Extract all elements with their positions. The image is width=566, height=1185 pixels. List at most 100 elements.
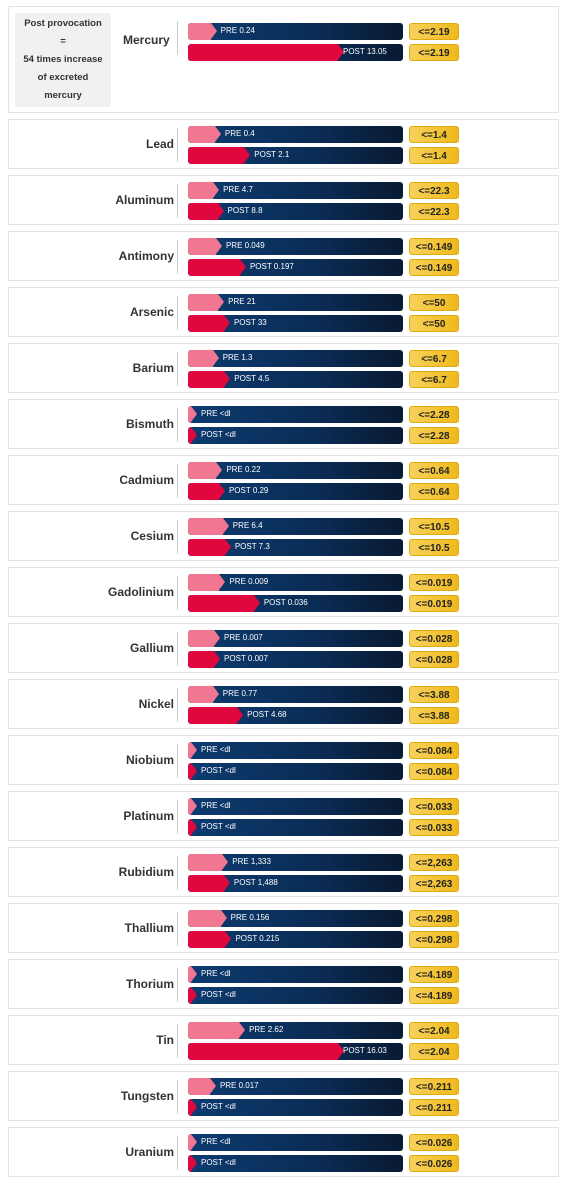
reference-range: <=0.211	[409, 1078, 459, 1095]
element-row-gallium: Gallium PRE 0.007 <=0.028 POST 0.007 <=0.028	[8, 623, 559, 673]
post-bar-tip	[225, 931, 232, 947]
post-value-label: POST 1,488	[233, 878, 278, 887]
reference-range: <=2.28	[409, 427, 459, 444]
reference-range: <=0.64	[409, 462, 459, 479]
post-bar-track: POST 0.197	[188, 259, 403, 276]
pre-bar-tip	[213, 182, 220, 198]
separator	[177, 632, 178, 666]
reference-range: <=3.88	[409, 686, 459, 703]
element-row-niobium: Niobium PRE <dl <=0.084 POST <dl <=0.084	[8, 735, 559, 785]
pre-bar-tip	[191, 1134, 197, 1150]
post-bar	[188, 595, 254, 612]
reference-range: <=1.4	[409, 126, 459, 143]
pre-bar-track: PRE 4.7	[188, 182, 403, 199]
separator	[177, 296, 178, 330]
pre-bar	[188, 798, 191, 815]
reference-range: <=22.3	[409, 203, 459, 220]
pre-value-label: PRE 6.4	[232, 521, 263, 530]
post-bar-track: POST 33	[188, 315, 403, 332]
pre-bar-tip	[191, 798, 197, 814]
element-name: Uranium	[125, 1145, 174, 1159]
element-name: Gallium	[129, 641, 174, 655]
pre-bar-track: PRE 0.77	[188, 686, 403, 703]
element-name: Mercury	[123, 33, 170, 47]
separator	[177, 1024, 178, 1058]
reference-range: <=0.084	[409, 763, 459, 780]
pre-value-label: PRE <dl	[201, 409, 231, 418]
reference-range: <=0.149	[409, 238, 459, 255]
post-value-label: POST 16.03	[343, 1046, 387, 1055]
pre-bar-tip	[220, 910, 227, 926]
element-name: Thorium	[126, 977, 174, 991]
pre-bar-tip	[191, 406, 197, 422]
pre-value-label: PRE 4.7	[223, 185, 253, 194]
post-bar-track: POST 1,488	[188, 875, 403, 892]
post-value-label: POST 13.05	[343, 47, 387, 56]
post-value-label: POST <dl	[201, 990, 236, 999]
separator	[177, 968, 178, 1002]
post-value-label: POST 4.68	[247, 710, 287, 719]
post-bar-tip	[237, 707, 244, 723]
post-bar-track: POST 0.29	[188, 483, 403, 500]
post-bar-tip	[239, 259, 246, 275]
separator	[177, 912, 178, 946]
note-line: =	[60, 36, 66, 47]
element-row-bismuth: Bismuth PRE <dl <=2.28 POST <dl <=2.28	[8, 399, 559, 449]
pre-value-label: PRE 0.4	[224, 129, 255, 138]
post-bar	[188, 1155, 191, 1172]
post-value-label: POST 0.215	[235, 934, 280, 943]
element-row-aluminum: Aluminum PRE 4.7 <=22.3 POST 8.8 <=22.3	[8, 175, 559, 225]
pre-value-label: PRE 1.3	[222, 353, 253, 362]
pre-value-label: PRE <dl	[201, 745, 231, 754]
post-bar-tip	[217, 203, 224, 219]
reference-range: <=6.7	[409, 350, 459, 367]
post-bar-track: POST 0.036	[188, 595, 403, 612]
pre-bar-track: PRE 1.3	[188, 350, 403, 367]
post-bar	[188, 931, 226, 948]
post-bar	[188, 1099, 191, 1116]
post-bar	[188, 259, 240, 276]
pre-bar	[188, 1078, 210, 1095]
element-name: Lead	[145, 137, 174, 151]
element-name: Antimony	[118, 249, 174, 263]
reference-range: <=2.19	[409, 44, 459, 61]
post-bar-track: POST 8.8	[188, 203, 403, 220]
separator	[177, 688, 178, 722]
post-bar-tip	[244, 147, 251, 163]
post-bar-track: POST 0.007	[188, 651, 403, 668]
element-name: Tungsten	[120, 1089, 174, 1103]
element-name: Aluminum	[115, 193, 174, 207]
element-name: Barium	[132, 361, 174, 375]
element-row-antimony: Antimony PRE 0.049 <=0.149 POST 0.197 <=0.14…	[8, 231, 559, 281]
element-row-lead: Lead PRE 0.4 <=1.4 POST 2.1 <=1.4	[8, 119, 559, 169]
post-bar-tip	[223, 315, 230, 331]
pre-bar	[188, 630, 215, 647]
post-bar-tip	[224, 371, 231, 387]
pre-value-label: PRE 0.009	[229, 577, 269, 586]
post-value-label: POST <dl	[201, 766, 236, 775]
pre-bar-track: PRE 1,333	[188, 854, 403, 871]
element-name: Rubidium	[118, 865, 174, 879]
pre-bar-track: PRE <dl	[188, 798, 403, 815]
pre-bar	[188, 574, 220, 591]
element-row-tin: Tin PRE 2.62 <=2.04 POST 16.03 <=2.04	[8, 1015, 559, 1065]
post-value-label: POST 7.3	[234, 542, 270, 551]
separator	[177, 800, 178, 834]
element-row-platinum: Platinum PRE <dl <=0.033 POST <dl <=0.033	[8, 791, 559, 841]
element-name: Nickel	[138, 697, 174, 711]
pre-value-label: PRE 0.007	[224, 633, 263, 642]
pre-bar-track: PRE 0.049	[188, 238, 403, 255]
separator	[177, 184, 178, 218]
separator	[177, 576, 178, 610]
post-value-label: POST 0.036	[263, 598, 308, 607]
pre-value-label: PRE <dl	[201, 801, 231, 810]
reference-range: <=0.033	[409, 819, 459, 836]
element-name: Arsenic	[129, 305, 174, 319]
post-bar	[188, 539, 225, 556]
reference-range: <=0.028	[409, 630, 459, 647]
pre-bar	[188, 182, 214, 199]
element-row-mercury: Mercury PRE 0.24 <=2.19 POST 13.05 <=2.19 Pos…	[8, 6, 559, 113]
reference-range: <=0.026	[409, 1155, 459, 1172]
post-bar	[188, 1043, 338, 1060]
separator	[177, 1136, 178, 1170]
